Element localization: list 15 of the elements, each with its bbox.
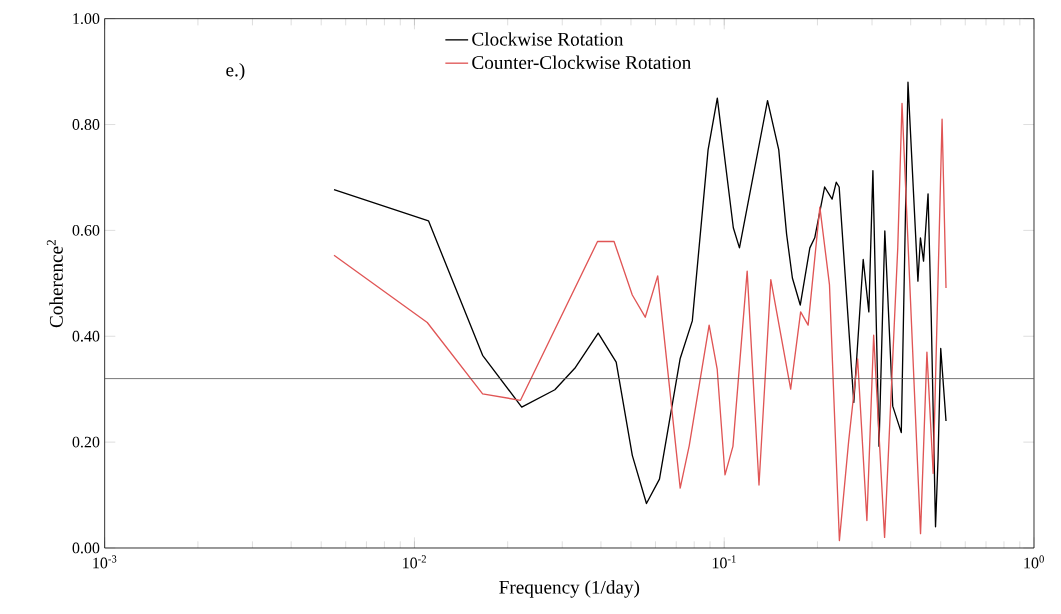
y-tick-label: 0.40 xyxy=(72,330,100,342)
legend-label: Clockwise Rotation xyxy=(472,32,624,46)
legend-label: Counter-Clockwise Rotation xyxy=(472,55,692,70)
y-tick-label: 1.00 xyxy=(73,13,100,25)
y-tick-label: 0.20 xyxy=(72,436,100,448)
x-tick-label: 10$^{-3}$ xyxy=(93,555,117,569)
x-tick-label: 10$^{-1}$ xyxy=(712,555,736,569)
annotation: e.) xyxy=(226,62,245,81)
x-axis-title: Frequency (1/day) xyxy=(499,580,640,598)
y-tick-label: 0.00 xyxy=(72,542,100,554)
y-tick-label: 0.60 xyxy=(72,224,100,236)
y-tick-label: 0.80 xyxy=(72,119,100,130)
y-axis-title: Coherence$^{2}$ xyxy=(46,240,63,328)
x-tick-label: 10$^{0}$ xyxy=(1024,555,1044,569)
x-tick-label: 10$^{-2}$ xyxy=(403,555,426,569)
